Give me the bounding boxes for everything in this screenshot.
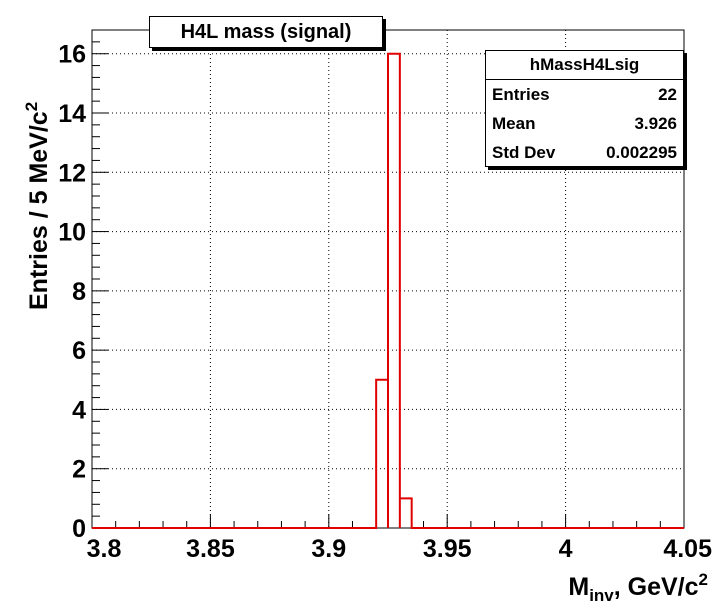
y-axis-title: Entries / 5 MeV/c2 (22, 102, 53, 310)
x-tick-label: 3.9 (311, 535, 346, 563)
x-tick-label: 3.85 (186, 535, 235, 563)
x-tick-label: 4 (559, 535, 573, 563)
y-tick-label: 0 (72, 515, 86, 543)
stats-value: 0.002295 (606, 143, 677, 162)
x-tick-label: 3.95 (423, 535, 472, 563)
y-tick-labels: 0 2 4 6 8 10 12 14 16 (58, 41, 86, 543)
y-tick-label: 8 (72, 278, 86, 306)
stats-row-mean: Mean 3.926 (486, 109, 683, 138)
histogram-series (92, 52, 684, 529)
stats-histogram-name: hMassH4Lsig (486, 51, 683, 80)
stats-value: 22 (658, 85, 677, 104)
y-tick-label: 12 (58, 159, 86, 187)
y-tick-label: 4 (72, 396, 86, 424)
stats-row-entries: Entries 22 (486, 80, 683, 109)
x-tick-labels: 3.8 3.85 3.9 3.95 4 4.05 (87, 535, 712, 563)
stats-value: 3.926 (634, 114, 677, 133)
stats-box: hMassH4Lsig Entries 22 Mean 3.926 Std De… (485, 50, 684, 167)
axis-ticks (91, 29, 685, 529)
y-tick-label: 14 (58, 100, 86, 128)
stats-label: Entries (492, 85, 550, 104)
y-tick-label: 10 (58, 219, 86, 247)
y-tick-label: 16 (58, 41, 86, 69)
y-tick-label: 6 (72, 337, 86, 365)
x-tick-label: 3.8 (87, 535, 122, 563)
y-tick-label: 2 (72, 456, 86, 484)
stats-row-std-dev: Std Dev 0.002295 (486, 138, 683, 167)
chart-title: H4L mass (signal) (149, 16, 383, 48)
x-axis-title: Minv, GeV/c2 (568, 570, 708, 605)
x-tick-label: 4.05 (663, 535, 712, 563)
stats-label: Std Dev (492, 143, 556, 162)
stats-label: Mean (492, 114, 536, 133)
